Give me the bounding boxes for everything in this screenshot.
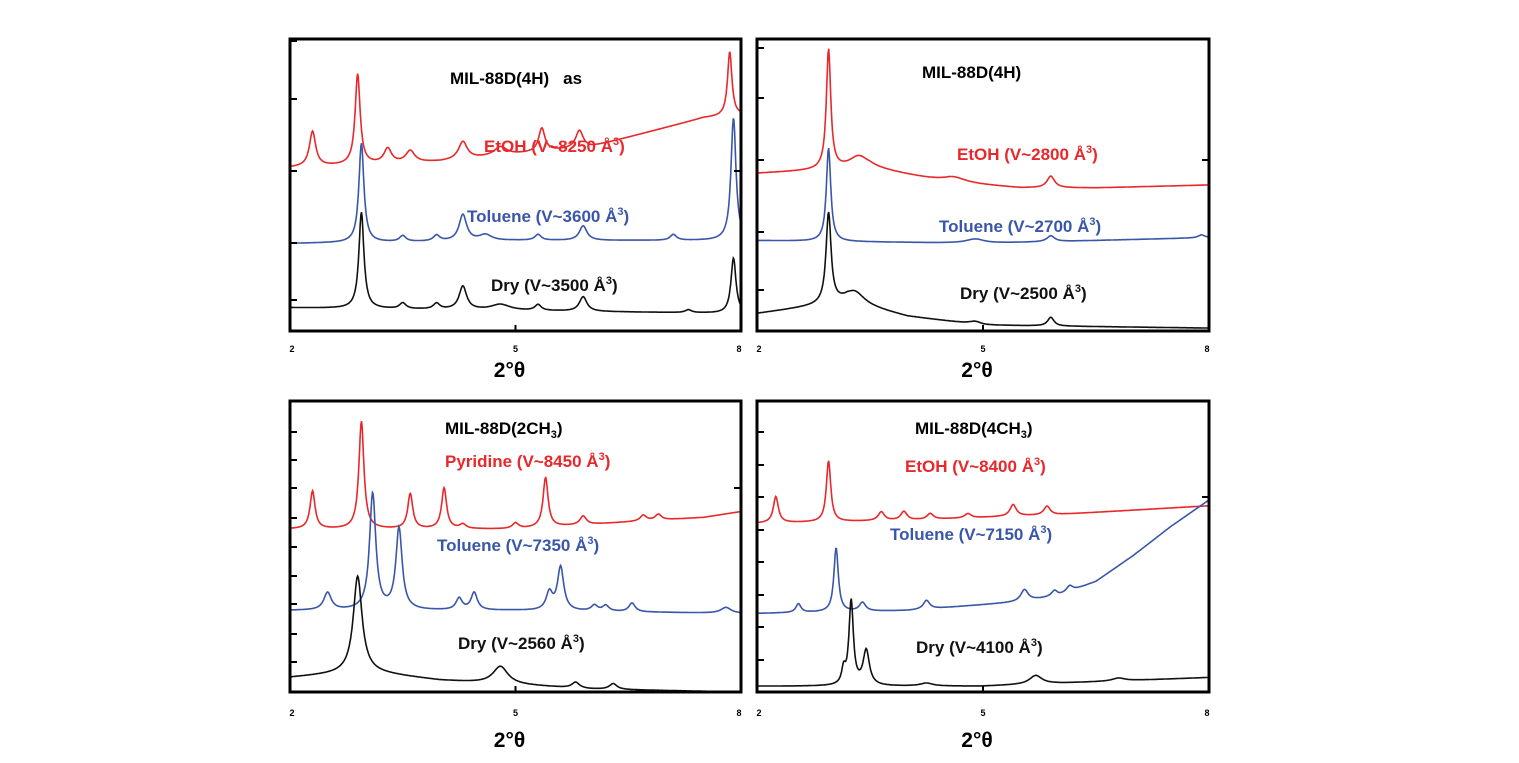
x-tick-label: 5 <box>980 708 985 718</box>
series-label-red: EtOH (V~8250 Å3) <box>484 136 625 156</box>
panel-title: MIL-88D(4H) <box>922 63 1021 82</box>
series-label-blue: Toluene (V~2700 Å3) <box>939 216 1101 236</box>
x-tick-label: 2 <box>756 708 761 718</box>
series-line-red <box>757 48 1209 189</box>
panel-title: MIL-88D(4H) as <box>450 69 582 88</box>
series-label-black: Dry (V~4100 Å3) <box>916 637 1043 657</box>
series-line-black <box>757 598 1209 687</box>
panel-2: 2 5 8 2°θ MIL-88D(4H) EtOH (V~2800 Å3) Toluene… <box>755 37 1211 382</box>
x-tick-label: 8 <box>736 344 741 354</box>
series-label-blue: Toluene (V~3600 Å3) <box>467 206 629 226</box>
series-label-black: Dry (V~3500 Å3) <box>491 275 618 295</box>
series-line-black <box>757 211 1209 329</box>
x-tick-label: 5 <box>513 708 518 718</box>
series-label-blue: Toluene (V~7350 Å3) <box>437 535 599 555</box>
x-tick-label: 8 <box>736 708 741 718</box>
series-line-black <box>290 212 741 313</box>
x-axis-label: 2°θ <box>961 359 992 382</box>
series-line-blue <box>290 490 741 614</box>
x-tick-label: 8 <box>1204 708 1209 718</box>
series-line-blue <box>290 118 741 244</box>
x-tick-label: 5 <box>513 344 518 354</box>
x-axis-label: 2°θ <box>961 729 992 752</box>
series-label-blue: Toluene (V~7150 Å3) <box>890 524 1052 544</box>
series-line-black <box>290 574 741 692</box>
series-label-black: Dry (V~2560 Å3) <box>458 633 585 653</box>
series-line-red <box>290 421 741 530</box>
x-tick-label: 2 <box>756 344 761 354</box>
series-label-red: EtOH (V~2800 Å3) <box>957 144 1098 164</box>
panel-3: 2 5 8 2°θ MIL-88D(2CH3) Pyridine (V~8450 Å3) T… <box>288 399 743 752</box>
x-tick-label: 2 <box>289 708 294 718</box>
panel-title: MIL-88D(2CH3) <box>445 419 563 441</box>
x-axis-label: 2°θ <box>494 729 525 752</box>
x-axis-label: 2°θ <box>494 359 525 382</box>
x-tick-label: 2 <box>289 344 294 354</box>
series-label-red: Pyridine (V~8450 Å3) <box>445 451 610 471</box>
series-line-blue <box>757 147 1209 244</box>
panel-title: MIL-88D(4CH3) <box>915 419 1033 441</box>
series-label-red: EtOH (V~8400 Å3) <box>905 456 1046 476</box>
series-line-red <box>757 460 1209 524</box>
x-tick-label: 8 <box>1204 344 1209 354</box>
x-tick-label: 5 <box>980 344 985 354</box>
series-line-blue <box>757 499 1209 615</box>
panel-4: 2 5 8 2°θ MIL-88D(4CH3) EtOH (V~8400 Å3) Tolue… <box>755 399 1211 752</box>
series-label-black: Dry (V~2500 Å3) <box>960 283 1087 303</box>
series-line-red <box>290 51 741 168</box>
panel-1: 2 5 8 2°θ MIL-88D(4H) as EtOH (V~8250 Å3) Tolue… <box>288 37 743 382</box>
